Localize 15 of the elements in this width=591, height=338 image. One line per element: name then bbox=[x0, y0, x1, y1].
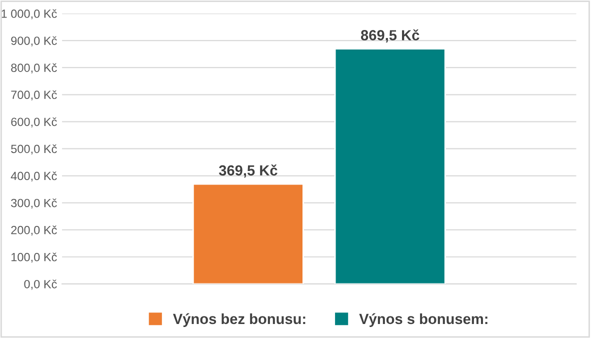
data-label: 369,5 Kč bbox=[218, 164, 278, 178]
y-tick-label: 700,0 Kč bbox=[11, 90, 57, 100]
y-tick-label: 100,0 Kč bbox=[11, 252, 57, 263]
y-tick-label: 300,0 Kč bbox=[11, 198, 57, 209]
y-tick-label: 800,0 Kč bbox=[11, 63, 57, 74]
y-tick-label: 400,0 Kč bbox=[10, 171, 57, 182]
y-tick-label: 200,0 Kč bbox=[11, 226, 57, 236]
legend-label: Výnos bez bonusu: bbox=[172, 313, 306, 327]
y-tick-label: 600,0 Kč bbox=[11, 117, 57, 128]
y-tick-label: 500,0 Kč bbox=[11, 144, 57, 155]
y-tick-label: 900,0 Kč bbox=[11, 36, 57, 46]
data-label: 869,5 Kč bbox=[360, 29, 420, 42]
legend-label: Výnos s bonusem: bbox=[359, 313, 488, 327]
y-tick-label: 1 000,0 Kč bbox=[2, 9, 57, 20]
y-tick-label: 0,0 Kč bbox=[24, 280, 57, 290]
